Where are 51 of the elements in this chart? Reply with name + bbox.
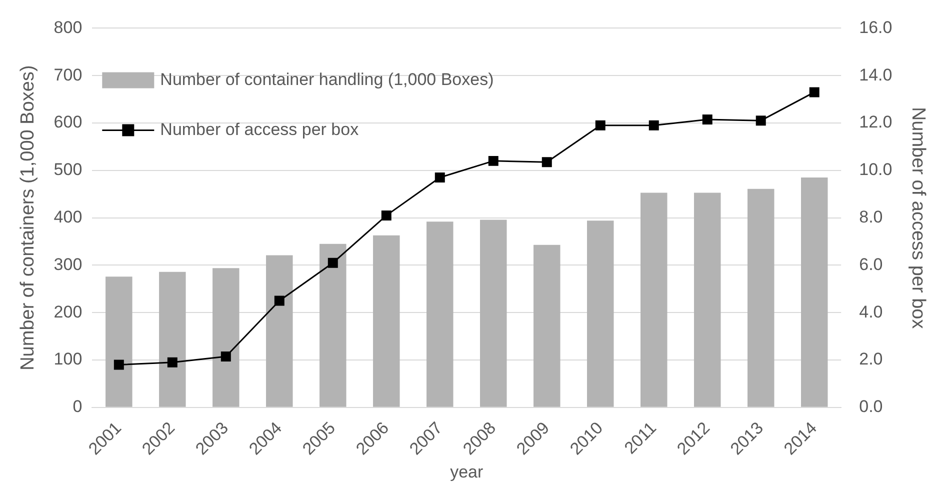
y-tick-label: 100 — [54, 350, 82, 369]
point — [702, 114, 712, 124]
point — [595, 120, 606, 130]
y-tick-label: 600 — [54, 112, 82, 132]
y2-tick-label: 4.0 — [859, 302, 883, 322]
bar — [747, 188, 774, 407]
y2-tick-label: 12.0 — [859, 112, 892, 132]
point — [648, 120, 659, 130]
bar — [426, 222, 454, 407]
y2-tick-label: 16.0 — [859, 18, 892, 37]
bar — [480, 220, 507, 407]
y2-tick-label: 8.0 — [859, 208, 883, 227]
y2-tick-label: 14.0 — [859, 65, 892, 84]
y-tick-label: 700 — [54, 65, 82, 84]
bar — [373, 235, 400, 407]
bar — [587, 220, 614, 407]
bar — [640, 192, 668, 407]
point — [434, 172, 445, 183]
legend-label: Number of access per box — [160, 120, 360, 139]
point — [488, 156, 498, 166]
y2-tick-label: 0.0 — [859, 397, 883, 416]
y-tick-label: 0 — [72, 397, 82, 416]
bar — [320, 244, 346, 407]
y-axis-title: Number of containers (1,000 Boxes) — [18, 65, 39, 370]
x-axis-title: year — [450, 462, 484, 482]
point — [809, 87, 820, 98]
y-tick-label: 300 — [54, 254, 82, 274]
point — [274, 296, 284, 306]
y2-axis-title: Number of access per box — [907, 106, 928, 330]
bar — [266, 255, 293, 407]
bar — [534, 244, 560, 407]
bar — [212, 268, 240, 407]
y-tick-label: 800 — [54, 18, 82, 37]
y-tick-label: 400 — [54, 208, 82, 227]
y-tick-label: 200 — [54, 302, 82, 322]
bar — [106, 276, 132, 407]
point — [542, 157, 552, 168]
bar — [800, 178, 828, 407]
y2-tick-label: 2.0 — [859, 350, 883, 369]
legend-label: Number of container handling (1,000 Boxes) — [160, 70, 494, 89]
point — [114, 360, 124, 370]
point — [756, 116, 766, 126]
point — [381, 210, 392, 220]
point — [328, 258, 338, 268]
y2-tick-label: 10.0 — [859, 160, 892, 180]
point — [220, 351, 231, 362]
point — [167, 357, 178, 368]
y-tick-label: 500 — [54, 160, 82, 180]
bar — [694, 192, 721, 407]
y2-tick-label: 6.0 — [859, 254, 883, 274]
bar — [159, 272, 186, 407]
